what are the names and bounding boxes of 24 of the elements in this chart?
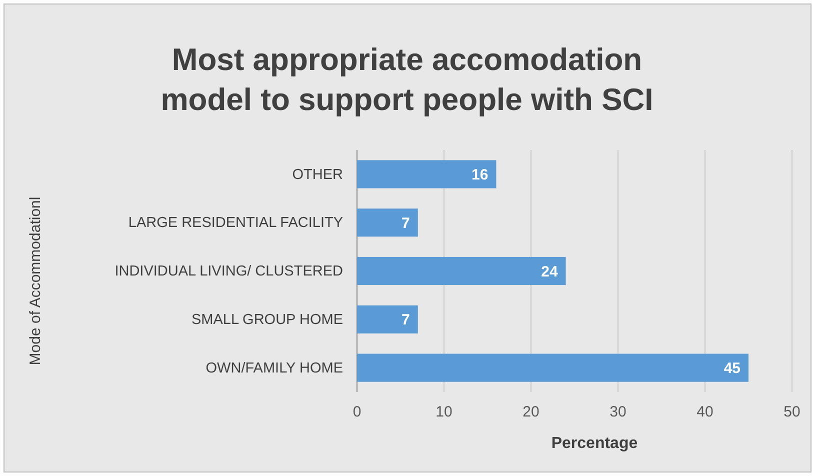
bar	[357, 256, 566, 286]
x-tick-label: 10	[436, 404, 452, 421]
bar	[357, 160, 496, 188]
x-axis-title: Percentage	[551, 435, 638, 452]
data-label: 45	[724, 360, 740, 378]
data-label: 7	[402, 312, 410, 329]
x-tick-label: 40	[696, 404, 714, 421]
y-tick-label: OWN/FAMILY HOME	[206, 360, 344, 376]
data-label: 16	[472, 166, 488, 184]
bar	[357, 208, 418, 237]
y-tick-label: INDIVIDUAL LIVING/ CLUSTERED	[114, 264, 343, 280]
y-tick-label: SMALL GROUP HOME	[192, 312, 344, 328]
bar	[357, 305, 418, 334]
y-tick-label: LARGE RESIDENTIAL FACILITY	[128, 215, 344, 232]
chart-title: Most appropriate accomodation model to support people with SCI	[160, 42, 654, 117]
y-tick-label: OTHER	[292, 166, 343, 183]
data-label: 7	[402, 214, 410, 232]
data-label: 24	[541, 263, 558, 280]
bar	[357, 354, 748, 382]
y-axis-title: Mode of Accommodationl	[27, 196, 44, 366]
x-tick-label: 20	[522, 404, 540, 421]
x-tick-label: 50	[784, 404, 800, 421]
x-tick-label: 30	[610, 404, 626, 421]
x-tick-label: 0	[352, 404, 362, 421]
